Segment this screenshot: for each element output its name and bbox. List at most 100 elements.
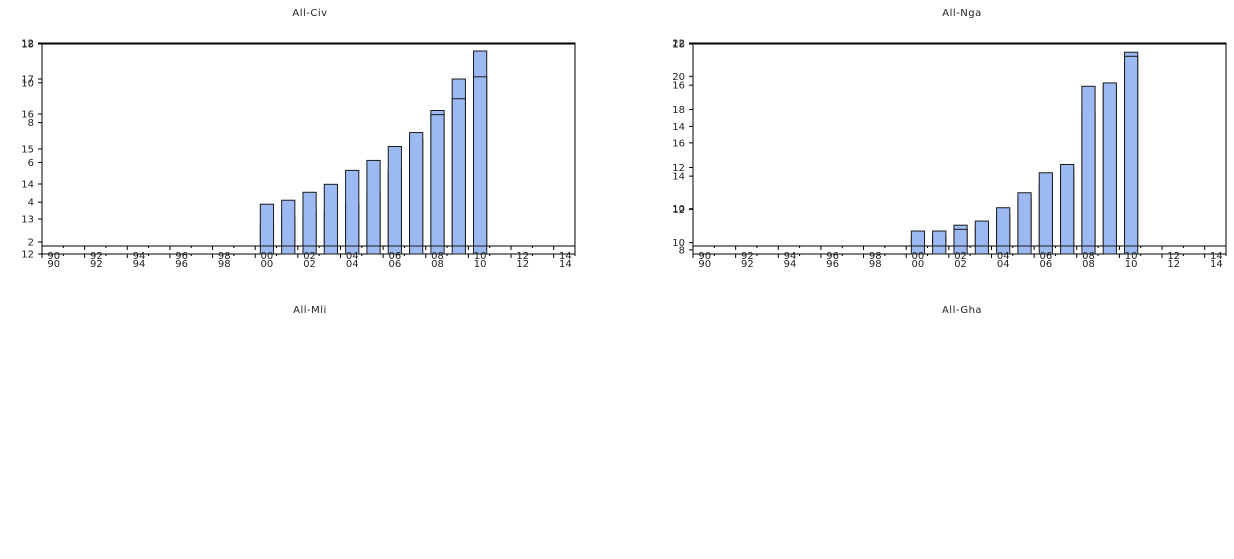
bar: [409, 132, 424, 247]
y-tick-label: 6: [28, 158, 34, 169]
bar: [1017, 192, 1032, 247]
x-tick-label: 96: [826, 251, 839, 262]
x-tick-label: 90: [47, 251, 60, 262]
chart-panel-mli: All-Mli 2 4 6 8 10 12 90 92 94 96 98 00 02 04 06 08 10 12…: [0, 39, 617, 559]
y-tick-label: 10: [672, 238, 685, 249]
x-tick-label: 10: [1125, 259, 1138, 270]
y-tick-label: 14: [21, 180, 34, 191]
y-tick-label: 18: [672, 40, 685, 51]
x-tick-label: 04: [997, 251, 1010, 262]
bar: [953, 228, 968, 247]
x-tick-label: 12: [516, 259, 529, 270]
x-tick-label: 90: [698, 259, 711, 270]
x-tick-label: 12: [516, 251, 529, 262]
y-tick-label: 10: [21, 78, 34, 89]
x-tick-label: 00: [912, 251, 925, 262]
y-tick-label: 2: [28, 238, 34, 249]
bar: [910, 230, 926, 247]
y-tick-label: 18: [672, 105, 685, 116]
x-tick-label: 06: [388, 259, 401, 270]
x-tick-label: 90: [47, 259, 60, 270]
x-tick-label: 92: [90, 251, 103, 262]
bar: [387, 145, 402, 247]
x-tick-label: 00: [261, 259, 274, 270]
bar: [1124, 55, 1139, 247]
y-tick-label: 16: [672, 138, 685, 149]
x-tick-label: 92: [90, 259, 103, 270]
bar: [1060, 163, 1075, 247]
y-tick-label: 22: [672, 39, 685, 50]
y-tick-label: 4: [28, 198, 34, 209]
bar: [974, 220, 989, 247]
bar: [1038, 172, 1053, 247]
bar: [473, 76, 488, 247]
chart-svg-mli: All-Mli 2 4 6 8 10 12 90 92 94 96 98 00 02 04 06 08 10 12…: [21, 39, 576, 316]
bar: [996, 207, 1011, 247]
x-tick-label: 04: [346, 259, 359, 270]
x-tick-label: 02: [303, 259, 316, 270]
bar: [366, 159, 381, 247]
x-tick-label: 94: [133, 251, 146, 262]
chart-title: All-Nga: [942, 8, 981, 19]
x-tick-label: 94: [784, 251, 797, 262]
chart-title: All-Gha: [942, 305, 982, 316]
x-tick-label: 02: [954, 251, 967, 262]
y-tick-label: 18: [21, 40, 34, 51]
x-tick-label: 08: [431, 259, 444, 270]
x-tick-label: 10: [474, 251, 487, 262]
y-tick-label: 8: [28, 118, 34, 129]
x-tick-label: 06: [1039, 259, 1052, 270]
x-tick-label: 02: [954, 259, 967, 270]
y-tick-label: 12: [21, 250, 34, 261]
x-tick-label: 92: [741, 251, 754, 262]
x-tick-label: 98: [869, 259, 882, 270]
y-tick-label: 14: [672, 122, 685, 133]
bar: [430, 114, 445, 247]
bar: [451, 98, 466, 247]
chart-panel-nga: All-Nga 8 10 12 14 16 18 90 92 94 96 98 00 02 04 06 08 1…: [617, 0, 1234, 270]
y-tick-label: 16: [21, 110, 34, 121]
plot-frame: [692, 43, 1227, 255]
x-tick-label: 02: [303, 251, 316, 262]
bar: [345, 169, 360, 247]
bar: [259, 203, 275, 247]
bar: [1102, 82, 1117, 247]
x-tick-label: 10: [474, 259, 487, 270]
x-tick-label: 08: [431, 251, 444, 262]
x-tick-label: 04: [997, 259, 1010, 270]
x-tick-label: 00: [912, 259, 925, 270]
x-tick-label: 96: [826, 259, 839, 270]
y-tick-label: 15: [21, 145, 34, 156]
bar: [281, 199, 296, 247]
x-tick-label: 06: [1039, 251, 1052, 262]
x-tick-label: 08: [1082, 251, 1095, 262]
x-tick-label: 94: [133, 259, 146, 270]
x-tick-label: 08: [1082, 259, 1095, 270]
x-tick-label: 98: [218, 251, 231, 262]
bar: [323, 183, 338, 247]
y-tick-label: 10: [672, 204, 685, 215]
x-tick-label: 90: [698, 251, 711, 262]
y-tick-label: 12: [21, 39, 34, 50]
x-tick-label: 14: [1210, 259, 1223, 270]
y-tick-label: 8: [679, 245, 685, 256]
y-tick-label: 17: [21, 75, 34, 86]
y-tick-label: 14: [672, 172, 685, 183]
x-tick-label: 12: [1167, 259, 1180, 270]
x-tick-label: 00: [261, 251, 274, 262]
x-tick-label: 14: [559, 251, 572, 262]
y-tick-label: 13: [21, 215, 34, 226]
bar: [932, 230, 947, 247]
y-tick-label: 12: [672, 205, 685, 216]
x-tick-label: 94: [784, 259, 797, 270]
x-tick-label: 14: [559, 259, 572, 270]
x-tick-label: 96: [175, 259, 188, 270]
x-tick-label: 12: [1167, 251, 1180, 262]
x-tick-label: 04: [346, 251, 359, 262]
x-tick-label: 98: [218, 259, 231, 270]
y-tick-label: 20: [672, 72, 685, 83]
x-tick-label: 06: [388, 251, 401, 262]
x-tick-label: 98: [869, 251, 882, 262]
